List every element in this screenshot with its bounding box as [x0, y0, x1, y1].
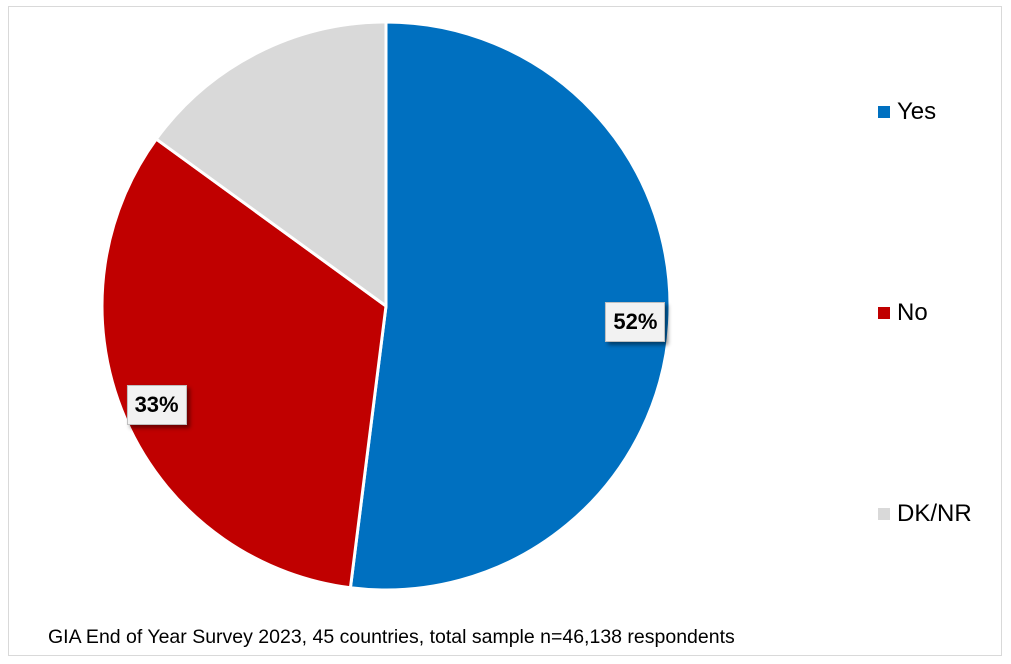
pie-slice-no — [100, 137, 388, 590]
legend-swatch-dk-nr — [878, 508, 890, 520]
legend-label-no: No — [897, 299, 928, 326]
legend-item-no: No — [878, 298, 928, 328]
data-label-yes: 52% — [605, 301, 666, 342]
chart-footnote: GIA End of Year Survey 2023, 45 countrie… — [48, 626, 735, 648]
legend: Yes No DK/NR — [878, 0, 1008, 664]
pie-slice-yes — [348, 20, 672, 592]
legend-label-dk-nr: DK/NR — [897, 500, 972, 527]
legend-item-dk-nr: DK/NR — [878, 499, 972, 529]
legend-swatch-no — [878, 307, 890, 319]
legend-swatch-yes — [878, 106, 890, 118]
pie-slice-dk-nr — [154, 20, 388, 308]
data-label-no: 33% — [126, 385, 187, 426]
pie-slices — [100, 20, 672, 592]
legend-label-yes: Yes — [897, 98, 937, 125]
legend-item-yes: Yes — [878, 97, 936, 127]
